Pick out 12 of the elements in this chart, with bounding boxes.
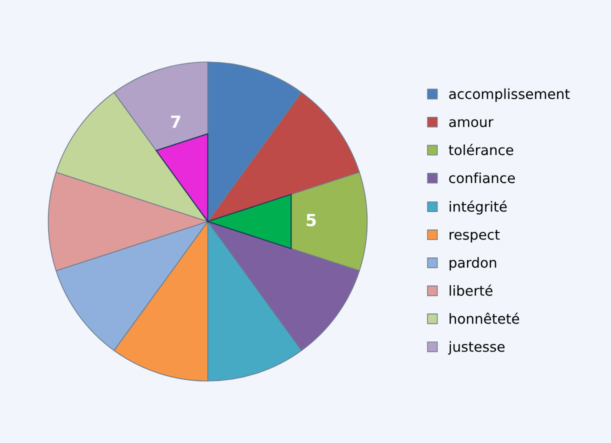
- legend-label: honnêteté: [450, 312, 520, 324]
- legend-label: respect: [450, 230, 500, 243]
- legend-label: liberté: [450, 284, 492, 296]
- text: 5: [306, 214, 316, 226]
- legend-label: pardon: [450, 257, 496, 271]
- legend-label: justesse: [448, 341, 505, 355]
- legend-label: confiance: [449, 172, 515, 184]
- text: 7: [171, 116, 180, 128]
- legend-label: intégrité: [450, 200, 507, 214]
- legend-label: accomplissement: [449, 88, 570, 102]
- legend-label: tolérance: [448, 144, 514, 156]
- legend-label: amour: [449, 119, 494, 128]
